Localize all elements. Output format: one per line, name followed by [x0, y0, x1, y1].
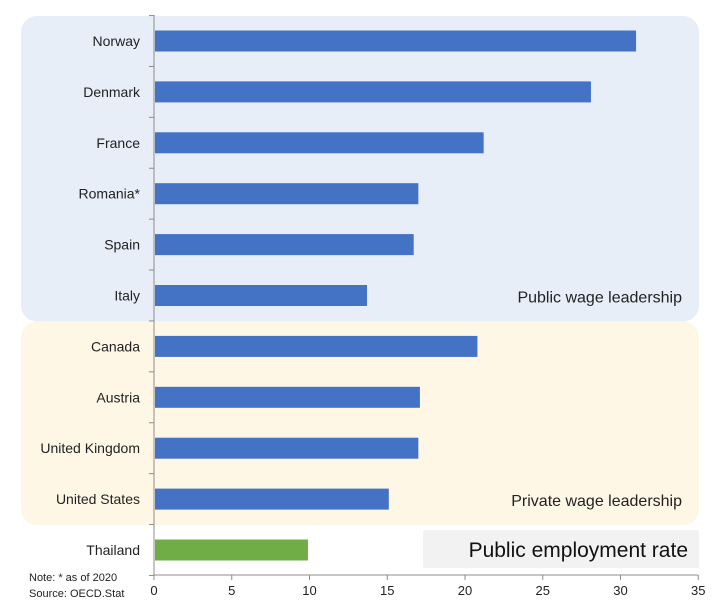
group-labels: Public wage leadership Private wage leade…	[511, 290, 682, 511]
note-text: Note: * as of 2020	[29, 572, 117, 584]
category-label-7: Austria	[96, 389, 140, 405]
source-text: Source: OECD.Stat	[29, 588, 124, 600]
x-tick-label-4: 20	[458, 583, 472, 598]
x-tick-label-7: 35	[691, 583, 705, 598]
category-labels: Norway Denmark France Romania* Spain Italy Can…	[40, 33, 141, 558]
category-label-9: United States	[56, 491, 140, 507]
x-tick-label-6: 30	[613, 583, 627, 598]
legend-label: Public employment rate	[469, 539, 688, 562]
bar-0	[155, 30, 637, 52]
bar-3	[155, 183, 419, 205]
category-label-2: France	[96, 135, 140, 151]
bar-9	[155, 488, 389, 510]
bars	[155, 30, 637, 561]
x-tick-label-2: 10	[302, 583, 316, 598]
bar-10	[155, 539, 308, 561]
category-label-3: Romania*	[79, 186, 141, 202]
group-band-1	[21, 321, 699, 526]
legend-background	[423, 530, 699, 568]
group-label-0: Public wage leadership	[517, 290, 682, 307]
category-label-4: Spain	[104, 237, 140, 253]
axes: 0 5 10 15 20 25 30 35	[149, 15, 705, 598]
bar-7	[155, 386, 420, 408]
bar-6	[155, 335, 478, 357]
x-tick-label-1: 5	[228, 583, 235, 598]
x-tick-label-0: 0	[150, 583, 157, 598]
legend: Public employment rate	[423, 530, 699, 568]
category-label-1: Denmark	[83, 84, 141, 100]
group-label-1: Private wage leadership	[511, 493, 682, 510]
category-label-6: Canada	[91, 338, 140, 354]
x-tick-label-5: 25	[536, 583, 550, 598]
category-label-10: Thailand	[86, 542, 140, 558]
bar-2	[155, 132, 484, 154]
category-label-5: Italy	[114, 288, 140, 304]
bar-1	[155, 81, 591, 103]
x-tick-label-3: 15	[380, 583, 394, 598]
category-label-8: United Kingdom	[40, 440, 140, 456]
bar-5	[155, 285, 368, 306]
bar-8	[155, 437, 419, 459]
bar-4	[155, 234, 414, 256]
category-label-0: Norway	[93, 33, 140, 49]
group-band-0	[21, 16, 699, 322]
